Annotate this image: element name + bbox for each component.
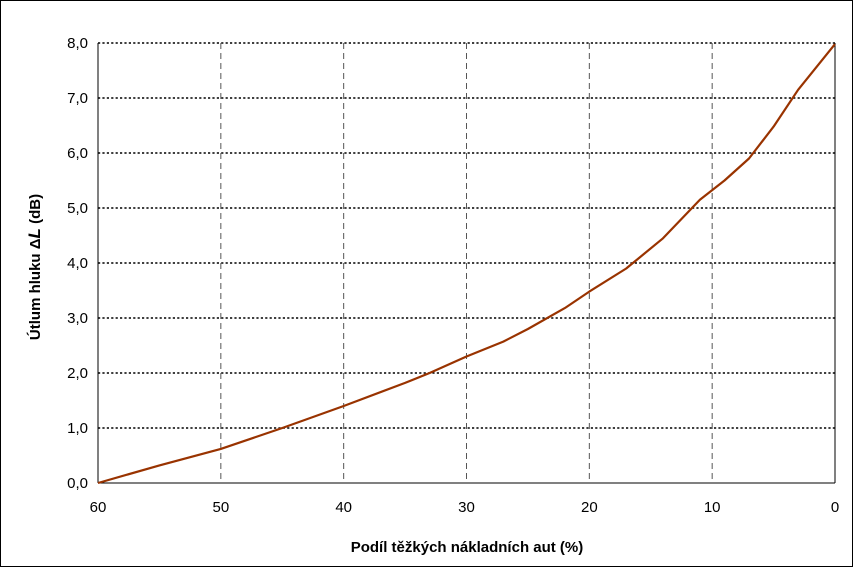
x-axis-title: Podíl těžkých nákladních aut (%) — [351, 539, 584, 556]
y-axis-title: Útlum hluku ΔL (dB) — [25, 194, 44, 340]
y-tick-label: 8,0 — [67, 35, 88, 52]
y-tick-label: 4,0 — [67, 255, 88, 272]
y-axis-title-suffix: (dB) — [27, 194, 44, 228]
y-axis-title-prefix: Útlum hluku — [26, 249, 44, 340]
y-axis-title-delta: Δ — [27, 238, 44, 249]
x-tick-label: 40 — [335, 499, 352, 516]
series-line — [97, 43, 836, 485]
x-tick-label: 10 — [704, 499, 721, 516]
gridlines — [98, 42, 835, 483]
y-tick-labels: 0,0 1,0 2,0 3,0 4,0 5,0 6,0 7,0 8,0 — [67, 35, 88, 492]
y-tick-label: 3,0 — [67, 310, 88, 327]
x-tick-label: 30 — [458, 499, 475, 516]
y-tick-label: 5,0 — [67, 200, 88, 217]
x-tick-label: 0 — [831, 499, 839, 516]
x-tick-label: 20 — [581, 499, 598, 516]
x-tick-label: 60 — [90, 499, 107, 516]
y-tick-label: 7,0 — [67, 90, 88, 107]
y-tick-label: 6,0 — [67, 145, 88, 162]
y-axis-title-var: L — [25, 228, 44, 238]
y-tick-label: 2,0 — [67, 365, 88, 382]
series-layer — [97, 43, 836, 485]
y-tick-label: 1,0 — [67, 420, 88, 437]
x-tick-label: 50 — [212, 499, 229, 516]
plot-area-border — [97, 43, 836, 484]
y-tick-label: 0,0 — [67, 475, 88, 492]
x-tick-labels: 60 50 40 30 20 10 0 — [90, 499, 840, 516]
